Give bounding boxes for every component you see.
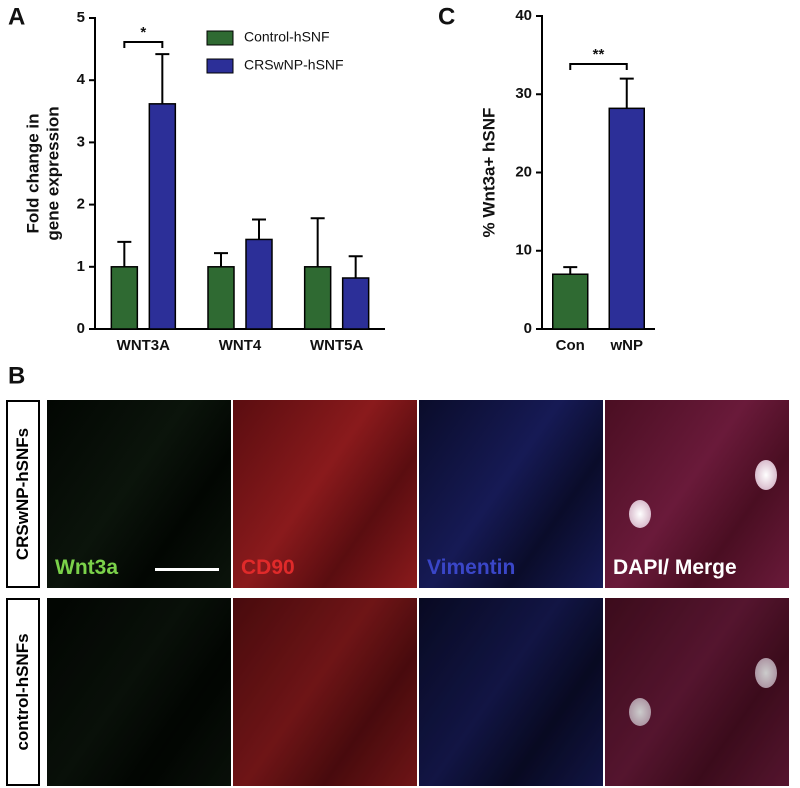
charts: A C B 0 1 2 3 4 5 Fold change in gene expressio… bbox=[8, 3, 655, 389]
channel-label: DAPI/ Merge bbox=[613, 556, 737, 579]
error-bar bbox=[214, 252, 228, 267]
micrograph: DAPI/ Merge bbox=[605, 400, 789, 588]
channel-label: Wnt3a bbox=[55, 556, 118, 579]
significance-label: ** bbox=[593, 46, 605, 63]
x-tick-label: Con bbox=[556, 337, 585, 354]
bar bbox=[341, 277, 370, 330]
error-bar bbox=[155, 53, 170, 104]
y-tick-label: 40 bbox=[515, 7, 532, 24]
row-label-text: control-hSNFs bbox=[13, 633, 32, 751]
row-label: control-hSNFs bbox=[6, 598, 40, 786]
channel-label: CD90 bbox=[241, 556, 295, 579]
bar bbox=[148, 103, 177, 330]
scale-bar bbox=[155, 568, 219, 571]
micrograph bbox=[605, 598, 789, 786]
x-tick-label: WNT3A bbox=[117, 337, 170, 354]
panel-label: C bbox=[438, 3, 455, 30]
y-tick-label: 4 bbox=[77, 71, 86, 88]
panel-label: B bbox=[8, 362, 25, 389]
significance-label: * bbox=[140, 24, 146, 41]
y-tick-label: 2 bbox=[77, 196, 85, 213]
micrograph: CD90 bbox=[233, 400, 417, 588]
bar bbox=[608, 107, 645, 330]
error-bar bbox=[117, 240, 132, 267]
row-label-text: CRSwNP-hSNFs bbox=[13, 427, 32, 561]
error-bar bbox=[252, 218, 266, 240]
x-tick-label: wNP bbox=[609, 337, 643, 354]
micrograph bbox=[419, 598, 603, 786]
y-axis-title: gene expression bbox=[43, 106, 62, 240]
row-label: CRSwNP-hSNFs bbox=[6, 400, 40, 588]
y-tick-label: 0 bbox=[524, 320, 532, 337]
y-axis-title: Fold change in bbox=[23, 114, 42, 234]
bar bbox=[110, 266, 139, 330]
bar bbox=[207, 266, 235, 330]
y-tick-label: 10 bbox=[515, 242, 532, 259]
micrograph: Wnt3a bbox=[47, 400, 231, 588]
legend-swatch bbox=[206, 58, 234, 74]
error-bar bbox=[310, 217, 325, 267]
legend-label: Control-hSNF bbox=[244, 29, 330, 45]
y-tick-label: 3 bbox=[77, 133, 85, 150]
y-tick-label: 30 bbox=[515, 85, 532, 102]
bar bbox=[245, 238, 273, 330]
micrograph: Vimentin bbox=[419, 400, 603, 588]
bar bbox=[552, 273, 589, 330]
y-tick-label: 5 bbox=[77, 9, 85, 26]
x-tick-label: WNT4 bbox=[219, 337, 262, 354]
bar bbox=[303, 266, 332, 330]
y-tick-label: 1 bbox=[77, 258, 85, 275]
x-tick-label: WNT5A bbox=[310, 337, 363, 354]
channel-label: Vimentin bbox=[427, 556, 516, 579]
significance-bracket bbox=[569, 63, 628, 70]
error-bar bbox=[619, 77, 634, 109]
y-axis-title: % Wnt3a+ hSNF bbox=[479, 108, 498, 238]
error-bar bbox=[348, 255, 363, 278]
significance-bracket bbox=[123, 41, 164, 48]
error-bar bbox=[563, 266, 578, 275]
micrograph bbox=[47, 598, 231, 786]
legend-label: CRSwNP-hSNF bbox=[244, 57, 344, 73]
panel-label: A bbox=[8, 3, 25, 30]
y-tick-label: 0 bbox=[77, 320, 85, 337]
micrograph bbox=[233, 598, 417, 786]
y-tick-label: 20 bbox=[515, 163, 532, 180]
legend-swatch bbox=[206, 30, 234, 46]
